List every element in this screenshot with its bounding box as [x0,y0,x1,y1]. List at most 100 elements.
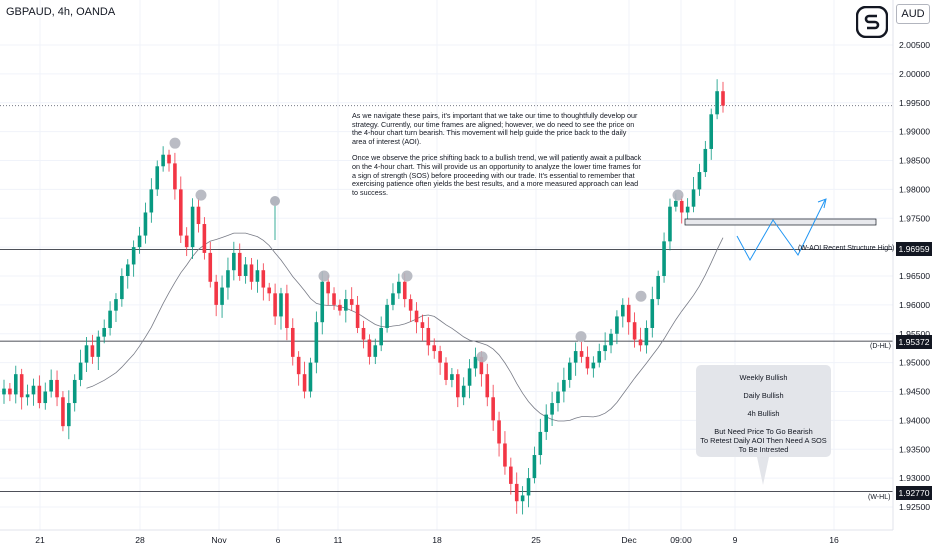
level-label-dhl: (D-HL) [870,343,891,350]
candle-body [61,397,65,427]
swing-marker [635,290,647,302]
price-tick-label: 1.95000 [899,358,930,368]
candle-body [485,374,490,398]
currency-badge[interactable]: AUD [896,4,930,24]
candle-body [102,327,106,337]
swing-marker [401,270,413,282]
candle-body [184,235,189,248]
candle-body [385,304,389,328]
candle-body [43,391,48,404]
time-tick-label: 21 [35,535,45,545]
candle-body [556,391,560,404]
moving-average-line [86,232,724,422]
candle-body [149,189,154,213]
swing-marker [575,331,587,343]
level-tag-aoi[interactable]: 1.96959 [896,242,932,256]
price-tick-label: 2.00500 [899,40,930,50]
projection-arrowhead [817,198,827,209]
candle-body [520,495,525,502]
candle-body [615,316,619,334]
time-axis[interactable]: 21 28 Nov 6 11 18 25 Dec 09:00 9 16 [0,529,893,545]
candle-body [273,293,277,317]
candle-body [467,368,472,386]
time-tick-label: 25 [531,535,541,545]
candle-body [249,264,254,282]
candle-body [285,293,289,328]
candle-body [626,304,631,323]
candle-body [674,200,678,207]
infobox-condition-2: To Retest Daily AOI Then Need A SOS [700,436,827,445]
candle-body [503,443,507,467]
candle-body [632,322,637,340]
candle-body [137,235,142,248]
candle-body [579,351,584,357]
candle-body [349,299,354,305]
level-tag-whl[interactable]: 1.92770 [896,486,932,500]
candle-body [167,154,171,164]
candle-body [243,264,248,276]
symbol-title[interactable]: GBPAUD, 4h, OANDA [6,6,116,18]
time-tick-label: 28 [135,535,145,545]
candle-body [379,327,383,346]
infobox-condition-1: But Need Price To Go Bearish [714,427,813,436]
price-tick-label: 1.93000 [899,473,930,483]
candle-body [220,287,224,305]
candle-body [603,345,607,352]
infobox-4h: 4h Bullish [747,409,780,418]
candle-body [668,206,672,242]
candle-body [444,362,448,380]
candle-body [562,379,566,392]
candle-body [438,351,442,363]
candle-body [96,336,101,357]
level-tag-dhl[interactable]: 1.95372 [896,335,932,349]
time-tick-label: 09:00 [670,535,692,545]
candle-body [402,281,407,300]
candle-body [13,374,18,395]
candle-body [290,327,295,357]
candle-body [585,356,590,369]
price-tick-label: 1.98000 [899,184,930,194]
candle-body [432,345,437,352]
candle-body [31,385,36,395]
candle-body [721,91,725,106]
candle-body [19,374,24,398]
price-tick-label: 1.99500 [899,98,930,108]
candle-body [408,299,413,311]
price-tick-label: 2.00000 [899,69,930,79]
note-paragraph-1: As we navigate these pairs, it's importa… [352,111,638,146]
candle-body [267,287,272,294]
candle-body [621,304,625,317]
candle-body [314,322,319,363]
candle-body [450,374,454,380]
candle-body [455,374,460,398]
candle-body [709,114,714,149]
candle-body [279,293,283,317]
candle-body [131,247,136,265]
aoi-zone [684,218,877,226]
time-tick-label: 11 [334,535,343,545]
candle-body [591,362,596,369]
candle-body [344,299,348,311]
swing-marker [318,270,330,282]
time-tick-label: 6 [276,535,281,545]
candle-body [685,206,690,213]
candle-body [108,310,112,328]
infobox-condition-3: To Be Intrested [738,445,789,454]
candle-body [461,385,466,398]
candle-body [143,212,148,236]
price-tick-label: 1.96000 [899,300,930,310]
candle-body [697,172,702,190]
candle-body [715,91,719,115]
candle-body [567,362,572,380]
candle-body [479,356,484,375]
candle-body [538,431,543,456]
candle-body [90,345,95,357]
candle-body [67,403,71,427]
swing-marker [270,196,280,206]
candle-body [597,351,602,363]
candle-body [72,379,77,404]
candle-body [338,304,342,311]
candle-body [114,299,118,311]
price-axis[interactable]: 2.00500 2.00000 1.99500 1.99000 1.98500 1.980… [892,0,930,530]
